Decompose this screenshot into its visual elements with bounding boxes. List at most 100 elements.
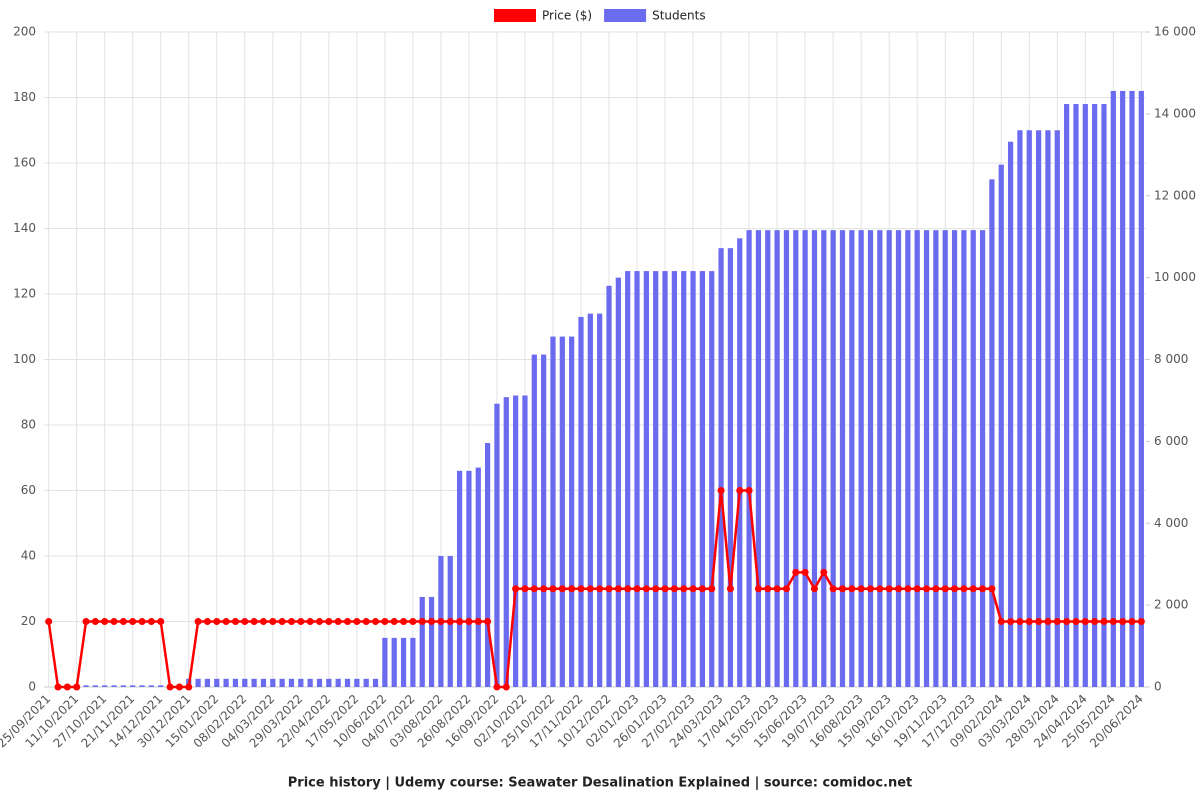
price-point [484,618,492,625]
bar [223,678,229,687]
price-point [652,585,660,593]
price-point [689,585,697,593]
price-point [708,585,716,593]
bar [475,467,481,687]
bar [484,443,491,687]
bar [298,678,304,687]
price-point [997,618,1005,625]
bar [1129,90,1135,687]
price-point [895,585,903,593]
price-point [250,618,258,625]
price-point [45,618,53,625]
bar [344,678,351,687]
bar [839,230,846,687]
price-point [568,585,576,593]
bar [737,238,743,687]
price-point [390,618,398,625]
price-point [736,487,744,494]
y-tick-label: 80 [21,418,36,432]
price-point [334,618,342,625]
price-point [661,585,669,593]
bar [335,678,341,687]
price-point [773,585,781,593]
price-point [614,585,622,593]
price-point [147,618,155,625]
price-point [362,618,370,625]
bar [1064,104,1070,688]
bar [886,230,892,687]
bar [821,230,827,687]
bar [914,230,920,687]
bar [634,271,640,687]
price-point [801,568,809,576]
bar [783,230,790,687]
price-point [904,585,912,593]
bar [718,248,724,687]
bar [130,685,136,687]
y-tick-label: 60 [21,483,36,497]
bar [270,678,276,687]
bar [372,678,379,687]
price-point [418,618,426,625]
bar [242,678,248,687]
bar [111,685,117,687]
bar [615,277,621,687]
price-point [885,585,893,593]
bar [251,678,257,687]
price-point [624,585,632,593]
price-point [344,618,352,625]
price-point [1035,618,1043,625]
bar [961,230,967,687]
y-tick-label: 0 [28,680,36,694]
bar [391,637,397,687]
bar [1007,141,1014,687]
bar [513,395,519,687]
bar [933,230,939,687]
price-point [586,585,594,593]
bar [849,230,855,687]
bar [410,637,416,687]
bar [326,678,332,687]
price-point [1063,618,1071,625]
price-point [175,683,183,691]
bar [755,230,762,687]
bar [625,271,631,687]
bar [1035,130,1042,687]
bar [1092,104,1098,688]
bar [1110,90,1116,687]
bar [419,596,425,687]
bar [232,678,239,687]
y-tick-label: 100 [13,352,36,366]
y-tick-label: 120 [13,287,36,301]
price-point [325,618,333,625]
price-point [493,683,501,691]
price-point [951,585,959,593]
bar [1082,104,1088,688]
price-point [960,585,968,593]
bar [867,230,874,687]
price-point [913,585,921,593]
price-point [979,585,987,593]
bar [102,685,108,687]
y2-tick-label: 14 000 [1154,106,1196,120]
price-point [988,585,996,593]
price-point [194,618,202,625]
price-point [932,585,940,593]
bar [970,230,976,687]
legend-label: Students [652,9,706,23]
price-point [63,683,71,691]
price-point [782,585,790,593]
price-point [521,585,529,593]
bar [895,230,902,687]
bar [951,230,958,687]
price-point [129,618,137,625]
price-point [446,618,454,625]
bar [942,230,948,687]
price-point [456,618,464,625]
bar [1026,130,1032,687]
price-point [530,585,538,593]
price-point [241,618,249,625]
price-point [717,487,725,494]
bar [578,316,584,687]
bar [531,354,537,687]
